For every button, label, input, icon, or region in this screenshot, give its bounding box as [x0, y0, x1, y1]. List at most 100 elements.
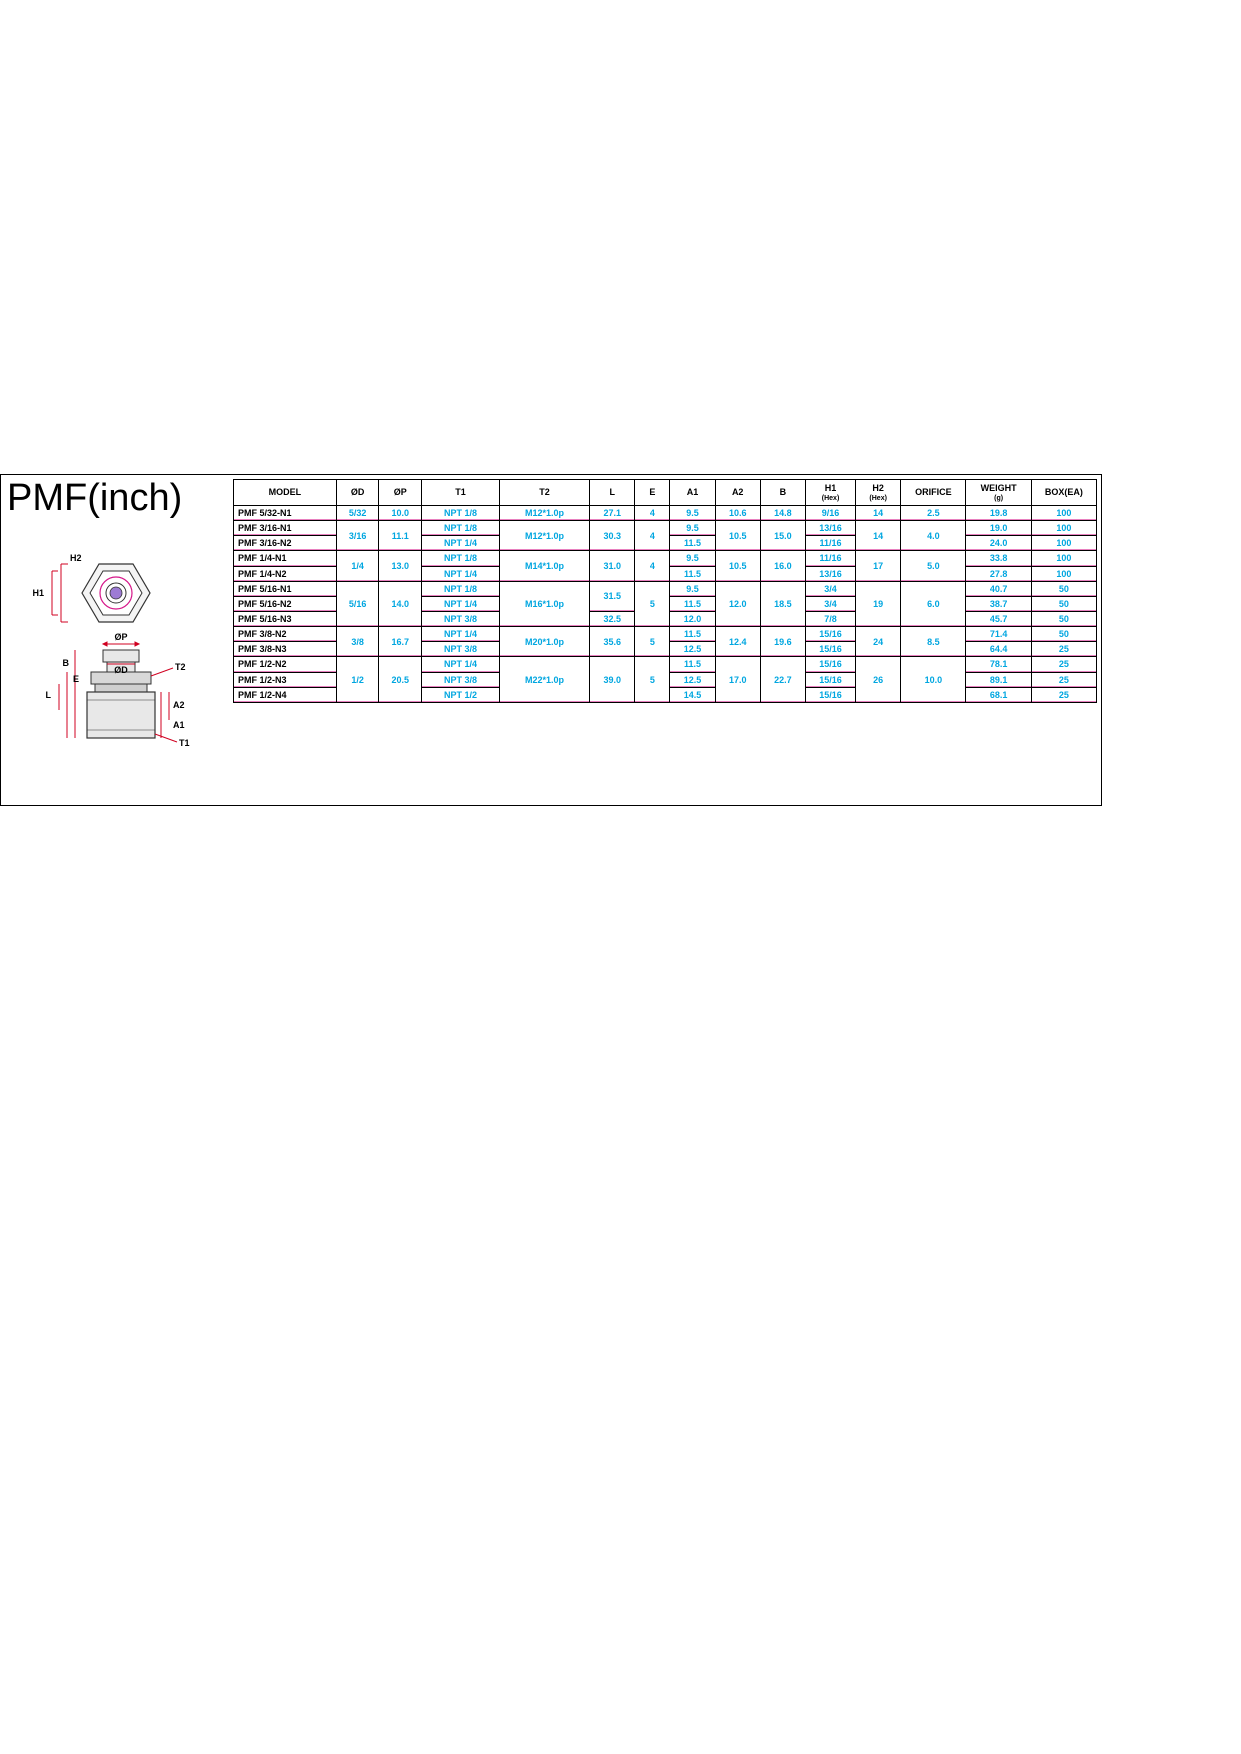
value-cell: 27.8	[966, 566, 1031, 581]
column-header: WEIGHT(g)	[966, 480, 1031, 506]
column-header: ØP	[379, 480, 422, 506]
value-cell: 100	[1031, 566, 1096, 581]
label-a1: A1	[173, 720, 185, 730]
label-h1: H1	[32, 588, 44, 598]
table-row: PMF 5/16-N15/1614.0NPT 1/8M16*1.0p31.559…	[234, 581, 1097, 596]
model-cell: PMF 1/2-N2	[234, 657, 337, 672]
value-cell: 9/16	[805, 506, 855, 521]
value-cell: 78.1	[966, 657, 1031, 672]
value-cell: 5/32	[336, 506, 379, 521]
value-cell: 9.5	[670, 506, 715, 521]
value-cell: 5/16	[336, 581, 379, 626]
value-cell: 10.5	[715, 551, 760, 581]
value-cell: 4	[635, 506, 670, 521]
value-cell: 27.1	[590, 506, 635, 521]
model-cell: PMF 3/8-N2	[234, 627, 337, 642]
value-cell: 24.0	[966, 536, 1031, 551]
value-cell: 50	[1031, 611, 1096, 626]
value-cell: 22.7	[760, 657, 805, 702]
value-cell: 13/16	[805, 521, 855, 536]
value-cell: 89.1	[966, 672, 1031, 687]
label-a2: A2	[173, 700, 185, 710]
value-cell: 12.5	[670, 642, 715, 657]
value-cell: M12*1.0p	[499, 521, 589, 551]
value-cell: 11.5	[670, 566, 715, 581]
value-cell: 11.1	[379, 521, 422, 551]
value-cell: 45.7	[966, 611, 1031, 626]
value-cell: M22*1.0p	[499, 657, 589, 702]
value-cell: 2.5	[901, 506, 966, 521]
column-header: MODEL	[234, 480, 337, 506]
value-cell: 100	[1031, 506, 1096, 521]
value-cell: 19.8	[966, 506, 1031, 521]
value-cell: 12.5	[670, 672, 715, 687]
value-cell: 100	[1031, 521, 1096, 536]
value-cell: 19.6	[760, 627, 805, 657]
table-row: PMF 1/4-N11/413.0NPT 1/8M14*1.0p31.049.5…	[234, 551, 1097, 566]
value-cell: 32.5	[590, 611, 635, 626]
value-cell: 25	[1031, 642, 1096, 657]
value-cell: NPT 1/4	[422, 627, 500, 642]
label-l: L	[46, 690, 52, 700]
value-cell: NPT 1/4	[422, 536, 500, 551]
value-cell: 30.3	[590, 521, 635, 551]
value-cell: 3/4	[805, 596, 855, 611]
value-cell: 5.0	[901, 551, 966, 581]
column-header: H1(Hex)	[805, 480, 855, 506]
value-cell: 4	[635, 551, 670, 581]
value-cell: NPT 1/8	[422, 506, 500, 521]
value-cell: 3/8	[336, 627, 379, 657]
value-cell: NPT 1/4	[422, 657, 500, 672]
label-e: E	[73, 674, 79, 684]
value-cell: 5	[635, 657, 670, 702]
column-header: ØD	[336, 480, 379, 506]
value-cell: 14.5	[670, 687, 715, 702]
value-cell: 13.0	[379, 551, 422, 581]
value-cell: 20.5	[379, 657, 422, 702]
model-cell: PMF 5/16-N1	[234, 581, 337, 596]
value-cell: 16.7	[379, 627, 422, 657]
value-cell: 15/16	[805, 627, 855, 642]
product-title: PMF(inch)	[1, 475, 231, 520]
value-cell: 12.0	[715, 581, 760, 626]
value-cell: 17.0	[715, 657, 760, 702]
model-cell: PMF 1/4-N2	[234, 566, 337, 581]
value-cell: 12.4	[715, 627, 760, 657]
value-cell: NPT 3/8	[422, 611, 500, 626]
column-header: A1	[670, 480, 715, 506]
table-body: PMF 5/32-N15/3210.0NPT 1/8M12*1.0p27.149…	[234, 506, 1097, 703]
value-cell: 35.6	[590, 627, 635, 657]
value-cell: 14	[856, 506, 901, 521]
value-cell: 19	[856, 581, 901, 626]
table-row: PMF 3/16-N13/1611.1NPT 1/8M12*1.0p30.349…	[234, 521, 1097, 536]
value-cell: 11/16	[805, 551, 855, 566]
value-cell: 39.0	[590, 657, 635, 702]
value-cell: 10.5	[715, 521, 760, 551]
value-cell: NPT 1/8	[422, 551, 500, 566]
value-cell: 13/16	[805, 566, 855, 581]
value-cell: 9.5	[670, 551, 715, 566]
model-cell: PMF 3/16-N1	[234, 521, 337, 536]
value-cell: 64.4	[966, 642, 1031, 657]
value-cell: NPT 1/2	[422, 687, 500, 702]
label-h2: H2	[70, 553, 82, 563]
value-cell: 71.4	[966, 627, 1031, 642]
value-cell: 4.0	[901, 521, 966, 551]
value-cell: 11.5	[670, 536, 715, 551]
label-b: B	[63, 658, 70, 668]
value-cell: 100	[1031, 551, 1096, 566]
value-cell: M12*1.0p	[499, 506, 589, 521]
value-cell: 1/2	[336, 657, 379, 702]
value-cell: 15.0	[760, 521, 805, 551]
column-header: E	[635, 480, 670, 506]
value-cell: 17	[856, 551, 901, 581]
value-cell: NPT 1/8	[422, 581, 500, 596]
dimension-diagram: H1 H2	[1, 520, 231, 805]
value-cell: 10.6	[715, 506, 760, 521]
model-cell: PMF 5/16-N2	[234, 596, 337, 611]
value-cell: 15/16	[805, 672, 855, 687]
value-cell: 18.5	[760, 581, 805, 626]
value-cell: 25	[1031, 672, 1096, 687]
label-op: ØP	[114, 632, 127, 642]
model-cell: PMF 3/16-N2	[234, 536, 337, 551]
